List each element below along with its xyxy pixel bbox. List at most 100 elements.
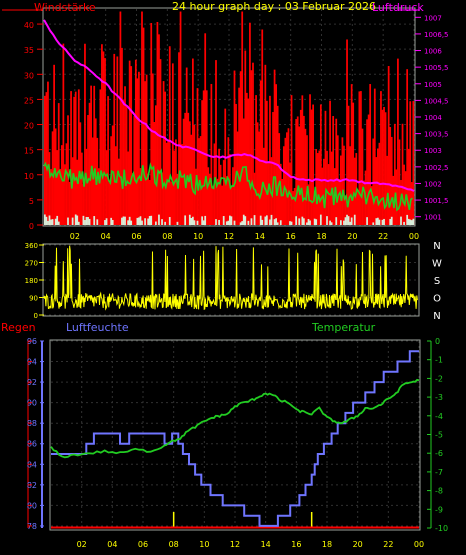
pressure-tick-label: 1001 xyxy=(424,214,442,222)
wind-light-bars xyxy=(44,214,415,225)
direction-degree-axis: 0 90 180 270 360 xyxy=(25,242,44,320)
wind-gust-bar xyxy=(88,102,91,225)
rain-label: Regen xyxy=(1,321,36,334)
wind-light-bar xyxy=(48,215,51,225)
temperature-tick-label: -6 xyxy=(435,449,443,458)
wind-gust-bar xyxy=(224,108,227,225)
wind-light-bar xyxy=(88,218,91,225)
wind-light-bar xyxy=(51,219,54,225)
wind-gust-bar xyxy=(332,116,335,225)
wind-gust-bar xyxy=(205,90,208,225)
wind-light-bar xyxy=(138,217,140,225)
wind-gust-bar xyxy=(87,115,89,225)
temperature-tick-label: -2 xyxy=(435,374,443,383)
wind-gust-bar xyxy=(353,157,356,225)
wind-light-bar xyxy=(204,215,207,225)
wind-gust-bar xyxy=(97,168,100,225)
temperature-line xyxy=(50,378,420,459)
wind-gust-bar xyxy=(134,59,137,225)
wind-gust-bar xyxy=(360,91,362,225)
wind-light-bar xyxy=(261,219,264,225)
wind-gust-bar xyxy=(313,191,316,225)
wind-gust-bar xyxy=(287,128,290,225)
wind-speed-tick-label: 40 xyxy=(24,21,34,30)
wind-light-bar xyxy=(147,218,150,225)
pressure-tick-label: 1004 xyxy=(424,114,442,122)
wind-gust-bar xyxy=(375,157,378,225)
wind-gust-bar xyxy=(227,137,230,225)
wind-gust-bar xyxy=(113,53,116,225)
compass-label: N xyxy=(433,311,440,322)
wind-light-bar xyxy=(306,222,308,225)
wind-gust-bar xyxy=(90,85,92,225)
wind-light-bar xyxy=(161,219,163,225)
wind-gust-bar xyxy=(358,91,361,225)
humidity-time-tick-label: 02 xyxy=(77,540,87,549)
wind-light-bar xyxy=(74,214,77,225)
wind-gust-bar xyxy=(60,145,63,225)
wind-light-bar xyxy=(264,216,267,225)
wind-gust-bar xyxy=(53,64,55,225)
wind-gust-bar xyxy=(144,81,146,226)
wind-light-bar xyxy=(330,222,333,225)
wind-gust-bar xyxy=(301,95,304,225)
wind-gust-bar xyxy=(369,84,372,225)
wind-gust-bar xyxy=(401,123,404,225)
pressure-tick-label: 1006 xyxy=(424,48,442,56)
rain-axis xyxy=(28,340,32,527)
wind-light-bar xyxy=(122,216,125,225)
wind-light-bar xyxy=(309,220,311,225)
wind-gust-bar xyxy=(150,22,153,225)
compass-label: S xyxy=(434,276,440,287)
wind-gust-bar xyxy=(101,44,103,226)
wind-gust-bar xyxy=(70,91,72,225)
wind-gust-bar xyxy=(48,152,51,225)
wind-gust-bar xyxy=(62,43,65,226)
wind-gust-bar xyxy=(312,104,314,225)
direction-tick-label: 90 xyxy=(29,295,38,303)
wind-light-bar xyxy=(349,221,351,225)
wind-light-bar xyxy=(192,216,194,225)
wind-light-bar xyxy=(346,214,348,225)
wind-gust-bar xyxy=(201,100,203,225)
wind-light-bar xyxy=(67,217,69,225)
pressure-tick-label: 1006,5 xyxy=(424,31,449,39)
wind-gust-bar xyxy=(225,176,228,225)
wind-gust-bar xyxy=(363,180,365,225)
wind-light-bar xyxy=(144,218,146,225)
wind-gust-bar xyxy=(85,148,88,225)
temperature-label: Temperatur xyxy=(311,321,376,334)
wind-light-bar xyxy=(375,218,378,225)
wind-gust-bar xyxy=(76,159,79,225)
wind-light-bar xyxy=(196,220,199,225)
wind-light-bar xyxy=(202,220,205,225)
wind-gust-bar xyxy=(192,58,194,225)
wind-gust-bar xyxy=(99,89,102,225)
wind-time-tick-label: 06 xyxy=(131,232,141,241)
wind-gust-bar xyxy=(286,132,288,225)
pressure-tick-label: 1007 xyxy=(424,14,442,22)
wind-gust-bar xyxy=(344,195,347,225)
wind-gust-bar xyxy=(195,168,197,225)
wind-light-bar xyxy=(241,221,244,225)
wind-gust-bar xyxy=(290,95,293,225)
wind-speed-tick-label: 15 xyxy=(24,147,34,156)
wind-light-bar xyxy=(390,216,393,225)
humidity-time-tick-label: 16 xyxy=(291,540,301,549)
wind-light-bar xyxy=(104,220,106,225)
wind-gust-bar xyxy=(356,190,359,225)
direction-tick-label: 270 xyxy=(25,260,38,268)
wind-gust-bar xyxy=(366,119,368,225)
wind-light-bar xyxy=(303,218,305,225)
wind-light-bar xyxy=(184,215,187,225)
wind-gust-bar xyxy=(309,94,311,225)
wind-gust-bar xyxy=(212,185,214,225)
wind-time-tick-label: 00 xyxy=(409,232,419,241)
wind-gust-bar xyxy=(270,157,273,225)
wind-gust-bar xyxy=(147,173,150,225)
wind-light-bar xyxy=(76,215,79,225)
wind-gust-bar xyxy=(68,181,71,225)
pressure-tick-label: 1003,5 xyxy=(424,131,449,139)
wind-speed-tick-label: 25 xyxy=(24,96,34,105)
